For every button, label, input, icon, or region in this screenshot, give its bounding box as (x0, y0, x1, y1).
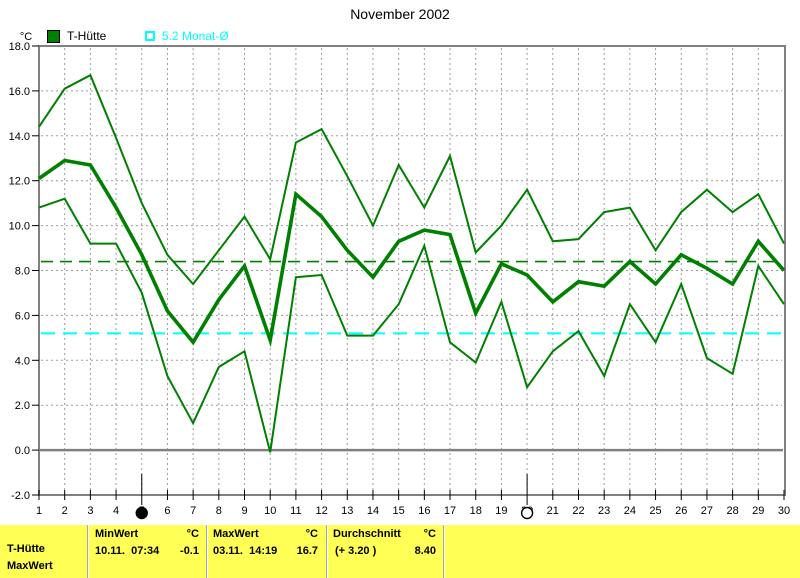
durchschnitt-unit: °C (423, 528, 436, 540)
svg-text:19: 19 (495, 505, 507, 517)
full-moon-marker (520, 506, 534, 520)
cyan-square-icon (145, 31, 155, 41)
maxwert-datetime: 03.11. 14:19 (213, 545, 278, 557)
svg-text:27: 27 (701, 505, 713, 517)
svg-text:18.0: 18.0 (9, 41, 30, 53)
svg-text:30: 30 (778, 505, 790, 517)
svg-text:23: 23 (598, 505, 610, 517)
svg-text:6: 6 (164, 505, 170, 517)
series-max-line (38, 73, 785, 286)
new-moon-marker (135, 506, 148, 520)
svg-text:14: 14 (367, 505, 379, 517)
green-square-icon (47, 29, 60, 43)
svg-text:16.0: 16.0 (9, 86, 30, 98)
separator (87, 525, 89, 578)
svg-text:11: 11 (290, 505, 301, 517)
svg-text:12: 12 (315, 505, 327, 517)
svg-text:6.0: 6.0 (15, 310, 30, 322)
svg-text:21: 21 (547, 505, 559, 517)
maxwert-unit: °C (305, 528, 318, 540)
status-bar: T-Hütte MaxWert MinWert °C 10.11. 07:34 … (0, 525, 800, 578)
svg-text:2: 2 (62, 505, 68, 517)
svg-text:28: 28 (726, 505, 738, 517)
svg-text:14.0: 14.0 (9, 131, 30, 143)
svg-text:7: 7 (190, 505, 196, 517)
durchschnitt-value: 8.40 (414, 545, 436, 557)
minwert-label: MinWert (95, 528, 139, 540)
minwert-unit: °C (186, 528, 199, 540)
station-mode: MaxWert (7, 560, 53, 572)
maxwert-label: MaxWert (213, 528, 259, 540)
minwert-value: -0.1 (180, 545, 199, 557)
svg-text:24: 24 (624, 505, 636, 517)
series-min-line (38, 197, 785, 453)
separator (443, 525, 445, 578)
svg-text:-2.0: -2.0 (11, 490, 30, 502)
durchschnitt-delta: (+ 3.20 ) (335, 545, 377, 557)
legend-item-monat: 5.2 Monat-Ø (145, 29, 229, 43)
svg-text:18: 18 (470, 505, 482, 517)
svg-text:3: 3 (87, 505, 93, 517)
svg-text:13: 13 (341, 505, 353, 517)
series-mittel-line (37, 158, 786, 348)
legend-label: T-Hütte (67, 29, 107, 43)
page-title: November 2002 (350, 6, 450, 22)
svg-text:12.0: 12.0 (9, 176, 30, 188)
svg-text:°C: °C (20, 31, 32, 43)
svg-text:15: 15 (393, 505, 405, 517)
svg-text:4.0: 4.0 (15, 355, 30, 367)
svg-text:10.0: 10.0 (9, 221, 30, 233)
svg-text:8: 8 (216, 505, 222, 517)
svg-text:4: 4 (113, 505, 119, 517)
y-axis: °C18.0 16.0 14.0 12.0 10.0 8.0 6.0 4.0 2.0 0.0 -2.… (9, 31, 39, 502)
legend-label: 5.2 Monat-Ø (162, 29, 229, 43)
durchschnitt-label: Durchschnitt (333, 528, 401, 540)
svg-text:26: 26 (675, 505, 687, 517)
svg-text:10: 10 (264, 505, 276, 517)
temperature-chart: °C18.0 16.0 14.0 12.0 10.0 8.0 6.0 4.0 2.0 0.0 -2.… (9, 31, 790, 520)
svg-text:2.0: 2.0 (15, 400, 30, 412)
maxwert-value: 16.7 (296, 545, 318, 557)
svg-text:1: 1 (36, 505, 42, 517)
svg-text:0.0: 0.0 (15, 445, 30, 457)
svg-text:16: 16 (418, 505, 430, 517)
separator (206, 525, 208, 578)
minwert-datetime: 10.11. 07:34 (95, 545, 160, 557)
station-name: T-Hütte (7, 543, 45, 555)
svg-text:8.0: 8.0 (15, 266, 30, 278)
svg-text:17: 17 (444, 505, 456, 517)
svg-text:29: 29 (752, 505, 764, 517)
svg-text:22: 22 (572, 505, 584, 517)
grid-lines (41, 48, 782, 493)
svg-text:25: 25 (649, 505, 661, 517)
svg-text:9: 9 (241, 505, 247, 517)
legend-item-thuette: T-Hütte (47, 29, 106, 43)
separator (326, 525, 328, 578)
